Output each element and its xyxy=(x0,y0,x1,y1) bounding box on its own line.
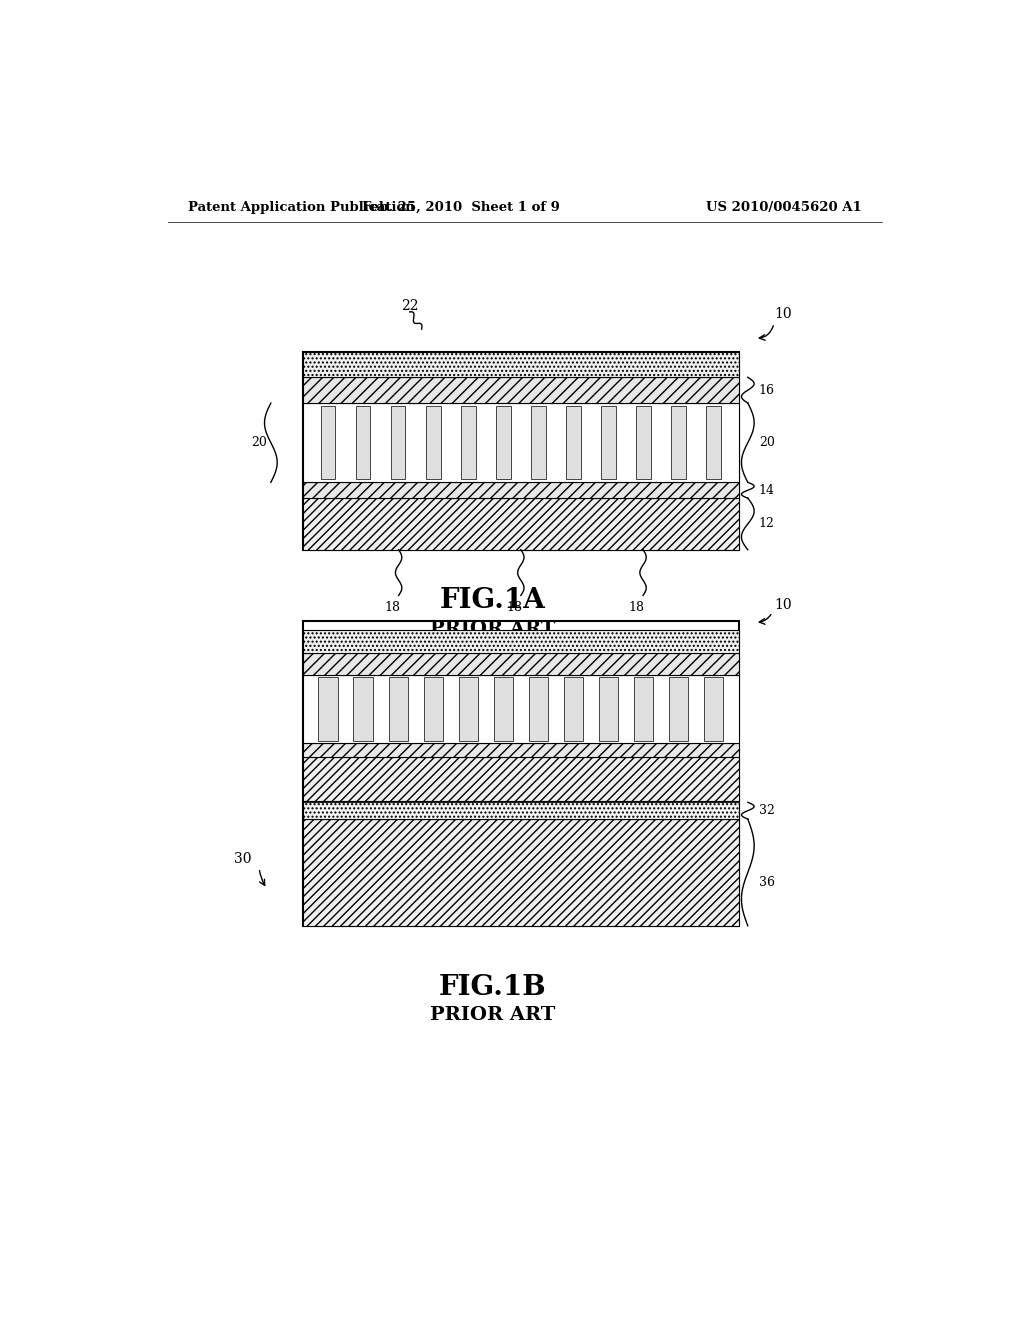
Text: 30: 30 xyxy=(233,851,251,866)
Text: 16: 16 xyxy=(759,384,775,397)
Bar xyxy=(601,407,615,479)
Bar xyxy=(391,407,406,479)
Text: PRIOR ART: PRIOR ART xyxy=(430,1006,556,1024)
Bar xyxy=(599,677,618,741)
Text: Feb. 25, 2010  Sheet 1 of 9: Feb. 25, 2010 Sheet 1 of 9 xyxy=(362,201,560,214)
Bar xyxy=(566,407,581,479)
Bar xyxy=(303,482,739,498)
Text: FIG.1B: FIG.1B xyxy=(439,974,547,1002)
Bar xyxy=(303,652,739,675)
Text: 18: 18 xyxy=(507,601,522,614)
Bar xyxy=(303,403,739,482)
Text: 18: 18 xyxy=(384,601,400,614)
Bar xyxy=(303,743,739,756)
Bar xyxy=(528,677,548,741)
Text: 36: 36 xyxy=(759,876,775,890)
Bar xyxy=(303,620,739,925)
Bar xyxy=(426,407,440,479)
Bar xyxy=(459,677,478,741)
Bar xyxy=(303,803,739,818)
Text: 32: 32 xyxy=(759,804,775,817)
Bar xyxy=(494,677,513,741)
Bar xyxy=(461,407,475,479)
Bar xyxy=(303,498,739,549)
Bar xyxy=(564,677,583,741)
Text: Patent Application Publication: Patent Application Publication xyxy=(187,201,415,214)
Bar xyxy=(531,407,546,479)
Text: 12: 12 xyxy=(759,517,775,531)
Bar xyxy=(669,677,688,741)
Bar xyxy=(303,351,739,378)
Bar xyxy=(303,631,739,652)
Bar xyxy=(321,407,336,479)
Bar xyxy=(703,677,723,741)
Bar xyxy=(636,407,651,479)
Text: 22: 22 xyxy=(401,298,419,313)
Bar xyxy=(303,756,739,801)
Text: US 2010/0045620 A1: US 2010/0045620 A1 xyxy=(707,201,862,214)
Bar xyxy=(707,407,721,479)
Text: 20: 20 xyxy=(759,436,775,449)
Bar xyxy=(388,677,408,741)
Bar xyxy=(672,407,686,479)
Bar xyxy=(303,378,739,403)
Text: PRIOR ART: PRIOR ART xyxy=(430,620,556,638)
Bar xyxy=(303,675,739,743)
Text: 10: 10 xyxy=(775,308,793,321)
Text: 20: 20 xyxy=(251,436,267,449)
Bar xyxy=(353,677,373,741)
Bar xyxy=(303,818,739,925)
Text: FIG.1A: FIG.1A xyxy=(440,587,546,614)
Bar xyxy=(355,407,371,479)
Bar xyxy=(303,351,739,549)
Bar xyxy=(634,677,653,741)
Bar xyxy=(318,677,338,741)
Text: 10: 10 xyxy=(775,598,793,612)
Text: 18: 18 xyxy=(629,601,645,614)
Bar xyxy=(424,677,442,741)
Text: 14: 14 xyxy=(759,483,775,496)
Bar xyxy=(496,407,511,479)
